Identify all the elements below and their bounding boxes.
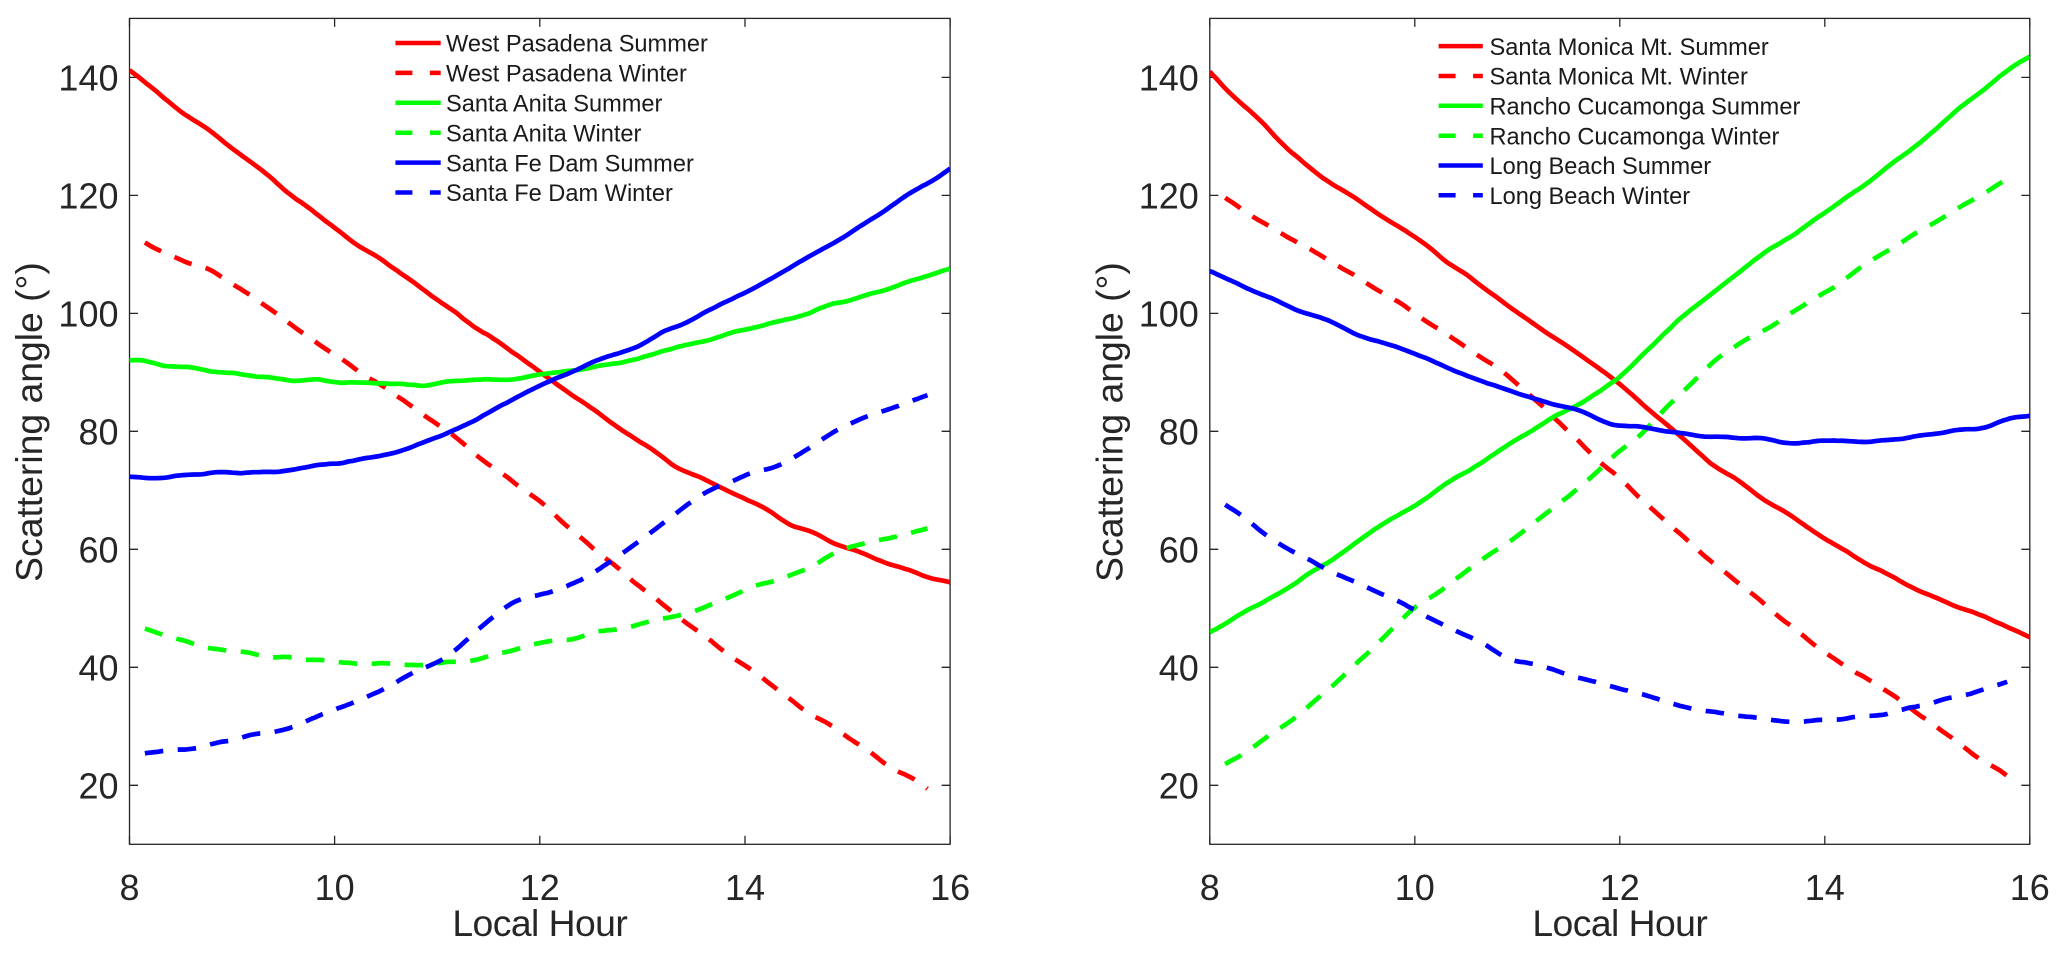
- svg-text:Santa Monica Mt. Summer: Santa Monica Mt. Summer: [1490, 35, 1769, 61]
- svg-text:10: 10: [1395, 867, 1435, 908]
- svg-text:80: 80: [78, 412, 118, 453]
- svg-text:Scattering angle (°): Scattering angle (°): [1088, 262, 1130, 582]
- svg-text:10: 10: [315, 867, 355, 908]
- svg-text:Santa Fe Dam Winter: Santa Fe Dam Winter: [446, 181, 673, 207]
- svg-text:Santa Anita Winter: Santa Anita Winter: [446, 121, 642, 147]
- svg-text:14: 14: [1805, 867, 1845, 908]
- svg-text:16: 16: [2010, 867, 2050, 908]
- svg-text:60: 60: [1159, 530, 1199, 571]
- svg-text:16: 16: [930, 867, 970, 908]
- svg-text:Santa Monica Mt. Winter: Santa Monica Mt. Winter: [1490, 65, 1748, 91]
- svg-text:8: 8: [119, 867, 139, 908]
- svg-text:Santa Anita Summer: Santa Anita Summer: [446, 92, 663, 118]
- svg-text:Rancho Cucamonga Winter: Rancho Cucamonga Winter: [1490, 124, 1780, 150]
- svg-text:8: 8: [1200, 867, 1220, 908]
- svg-text:West Pasadena Winter: West Pasadena Winter: [446, 62, 687, 88]
- svg-text:West Pasadena Summer: West Pasadena Summer: [446, 32, 708, 58]
- svg-text:Long Beach Summer: Long Beach Summer: [1490, 154, 1712, 180]
- svg-text:12: 12: [520, 867, 560, 908]
- svg-text:80: 80: [1159, 412, 1199, 453]
- svg-text:120: 120: [58, 176, 118, 217]
- svg-text:40: 40: [1159, 648, 1199, 689]
- svg-text:Santa Fe Dam Summer: Santa Fe Dam Summer: [446, 151, 694, 177]
- svg-text:140: 140: [1139, 58, 1199, 99]
- svg-text:Local Hour: Local Hour: [452, 902, 627, 944]
- svg-text:120: 120: [1139, 176, 1199, 217]
- svg-text:100: 100: [1139, 294, 1199, 335]
- svg-text:Scattering angle (°): Scattering angle (°): [8, 262, 50, 582]
- svg-text:Rancho Cucamonga Summer: Rancho Cucamonga Summer: [1490, 95, 1801, 121]
- svg-text:20: 20: [1159, 766, 1199, 807]
- svg-text:100: 100: [58, 294, 118, 335]
- svg-text:60: 60: [78, 530, 118, 571]
- svg-text:12: 12: [1600, 867, 1640, 908]
- svg-text:140: 140: [58, 58, 118, 99]
- svg-text:14: 14: [725, 867, 765, 908]
- svg-text:Long Beach Winter: Long Beach Winter: [1490, 184, 1691, 210]
- svg-text:Local Hour: Local Hour: [1532, 902, 1707, 944]
- svg-text:40: 40: [78, 648, 118, 689]
- svg-text:20: 20: [78, 766, 118, 807]
